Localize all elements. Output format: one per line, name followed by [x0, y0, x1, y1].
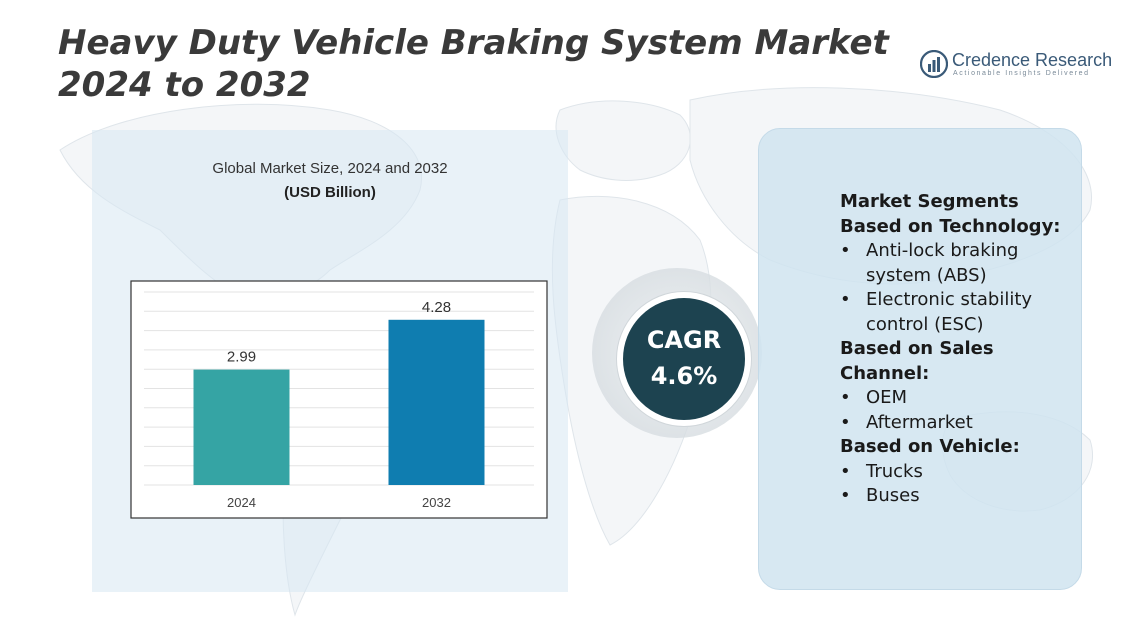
- segment-item-label: Anti-lock braking system (ABS): [866, 240, 1019, 286]
- segment-item: • OEM: [840, 386, 1072, 411]
- chart-title: Global Market Size, 2024 and 2032: [212, 160, 448, 177]
- bar-2024: [193, 369, 290, 485]
- segment-item: • Electronic stability control (ESC): [840, 288, 1072, 337]
- bullet-icon: •: [840, 485, 851, 506]
- bar-chart-logo-icon: [920, 50, 948, 78]
- map-europe: [555, 100, 691, 181]
- logo-name: Credence Research: [952, 50, 1113, 70]
- bar-2032: [388, 319, 485, 485]
- data-label-2032: 4.28: [422, 299, 451, 316]
- data-label-2024: 2.99: [227, 349, 256, 366]
- cagr-badge: [617, 292, 751, 426]
- company-logo: Credence Research Actionable Insights De…: [920, 50, 1120, 82]
- segment-item: • Trucks: [840, 460, 1072, 485]
- page-title: Heavy Duty Vehicle Braking System Market…: [58, 23, 889, 105]
- bar-chart: 2.99 2024 4.28 2032: [130, 280, 548, 519]
- segment-item: • Buses: [840, 484, 1072, 509]
- x-tick-label-2024: 2024: [227, 495, 256, 510]
- bullet-icon: •: [840, 240, 851, 261]
- segment-group-title: Based on Sales Channel:: [840, 338, 994, 384]
- segment-item-label: Buses: [866, 485, 920, 506]
- segment-item-label: Electronic stability control (ESC): [866, 289, 1033, 335]
- segment-item-label: Trucks: [866, 460, 923, 482]
- bullet-icon: •: [840, 411, 851, 433]
- segment-item: • Anti-lock braking system (ABS): [840, 239, 1072, 288]
- bullet-icon: •: [840, 387, 851, 408]
- segments-panel: [758, 128, 1082, 590]
- segment-item: • Aftermarket: [840, 411, 1072, 436]
- logo-tagline: Actionable Insights Delivered: [953, 70, 1090, 77]
- segments-heading: Market Segments: [840, 191, 1019, 212]
- cagr-label: CAGR: [646, 326, 722, 354]
- segment-item-label: OEM: [866, 387, 908, 408]
- x-tick-label-2032: 2032: [422, 495, 451, 510]
- bullet-icon: •: [840, 460, 851, 482]
- segment-item-label: Aftermarket: [866, 411, 973, 433]
- chart-frame: [130, 280, 548, 519]
- cagr-value: 4.6%: [650, 362, 718, 390]
- segments-list: Market Segments Based on Technology: • An…: [840, 190, 1072, 509]
- segment-group-title: Based on Vehicle:: [840, 436, 1020, 457]
- chart-unit-label: (USD Billion): [284, 184, 376, 201]
- segment-group-title: Based on Technology:: [840, 215, 1061, 237]
- bullet-icon: •: [840, 289, 851, 310]
